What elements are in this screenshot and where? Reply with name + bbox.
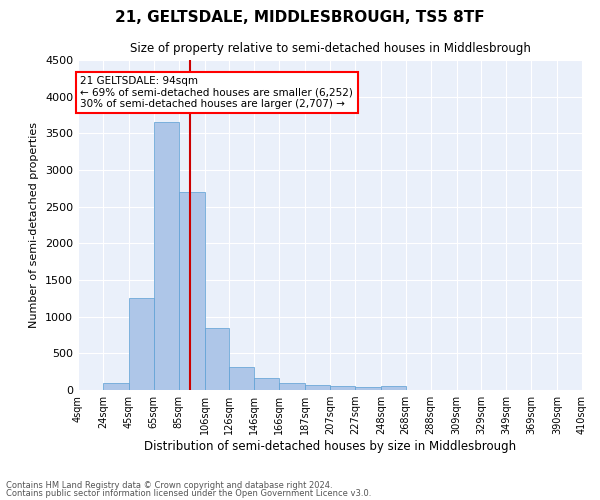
Bar [330, 386, 355, 390]
Y-axis label: Number of semi-detached properties: Number of semi-detached properties [29, 122, 40, 328]
Bar [229, 366, 254, 390]
Bar [154, 122, 179, 390]
Text: Contains public sector information licensed under the Open Government Licence v3: Contains public sector information licen… [6, 489, 371, 498]
Bar [305, 385, 330, 390]
X-axis label: Distribution of semi-detached houses by size in Middlesbrough: Distribution of semi-detached houses by … [144, 440, 516, 453]
Bar [254, 378, 279, 390]
Title: Size of property relative to semi-detached houses in Middlesbrough: Size of property relative to semi-detach… [130, 42, 530, 54]
Bar [129, 298, 154, 390]
Text: 21, GELTSDALE, MIDDLESBROUGH, TS5 8TF: 21, GELTSDALE, MIDDLESBROUGH, TS5 8TF [115, 10, 485, 25]
Bar [205, 328, 229, 390]
Text: 21 GELTSDALE: 94sqm
← 69% of semi-detached houses are smaller (6,252)
30% of sem: 21 GELTSDALE: 94sqm ← 69% of semi-detach… [80, 76, 353, 110]
Bar [103, 382, 129, 390]
Bar [279, 382, 305, 390]
Bar [381, 386, 406, 390]
Bar [179, 192, 205, 390]
Bar [355, 386, 381, 390]
Text: Contains HM Land Registry data © Crown copyright and database right 2024.: Contains HM Land Registry data © Crown c… [6, 480, 332, 490]
